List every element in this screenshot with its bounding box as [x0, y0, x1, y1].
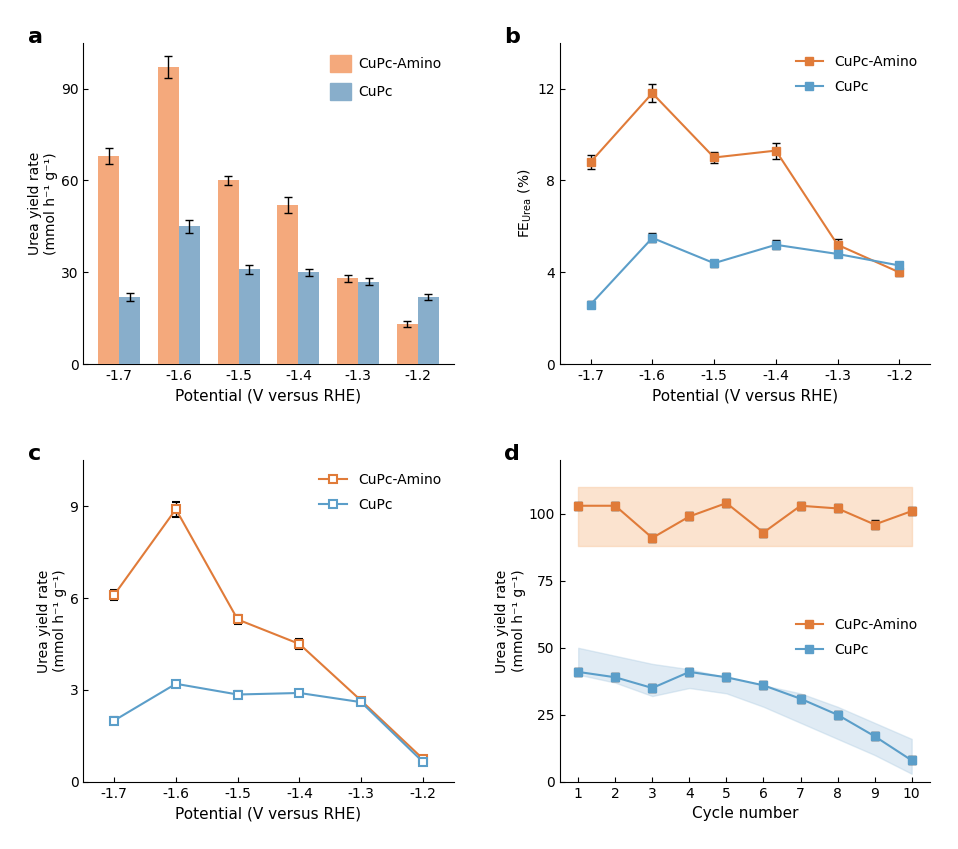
Bar — [239, 269, 260, 364]
Bar — [358, 282, 379, 364]
Text: b: b — [504, 26, 520, 47]
Text: d: d — [504, 444, 520, 464]
Bar — [119, 297, 140, 364]
Y-axis label: Urea yield rate
(mmol h⁻¹ g⁻¹): Urea yield rate (mmol h⁻¹ g⁻¹) — [495, 570, 526, 672]
Y-axis label: Urea yield rate
(mmol h⁻¹ g⁻¹): Urea yield rate (mmol h⁻¹ g⁻¹) — [28, 152, 58, 255]
Bar — [98, 156, 119, 364]
Bar — [278, 205, 298, 364]
Legend: CuPc-Amino, CuPc: CuPc-Amino, CuPc — [313, 467, 446, 517]
Bar — [179, 227, 200, 364]
Text: c: c — [28, 444, 41, 464]
Bar — [217, 181, 239, 364]
Bar — [418, 297, 439, 364]
Y-axis label: Urea yield rate
(mmol h⁻¹ g⁻¹): Urea yield rate (mmol h⁻¹ g⁻¹) — [36, 570, 67, 672]
Bar — [337, 278, 358, 364]
X-axis label: Potential (V versus RHE): Potential (V versus RHE) — [651, 389, 838, 403]
Bar — [298, 273, 319, 364]
X-axis label: Cycle number: Cycle number — [692, 807, 798, 821]
X-axis label: Potential (V versus RHE): Potential (V versus RHE) — [175, 807, 361, 821]
X-axis label: Potential (V versus RHE): Potential (V versus RHE) — [175, 389, 361, 403]
Bar — [158, 67, 179, 364]
Y-axis label: FE$_{\mathrm{Urea}}$ (%): FE$_{\mathrm{Urea}}$ (%) — [517, 169, 535, 239]
Legend: CuPc-Amino, CuPc: CuPc-Amino, CuPc — [790, 49, 924, 100]
Legend: CuPc-Amino, CuPc: CuPc-Amino, CuPc — [790, 612, 924, 662]
Bar — [397, 324, 418, 364]
Text: a: a — [28, 26, 43, 47]
Legend: CuPc-Amino, CuPc: CuPc-Amino, CuPc — [325, 49, 446, 105]
